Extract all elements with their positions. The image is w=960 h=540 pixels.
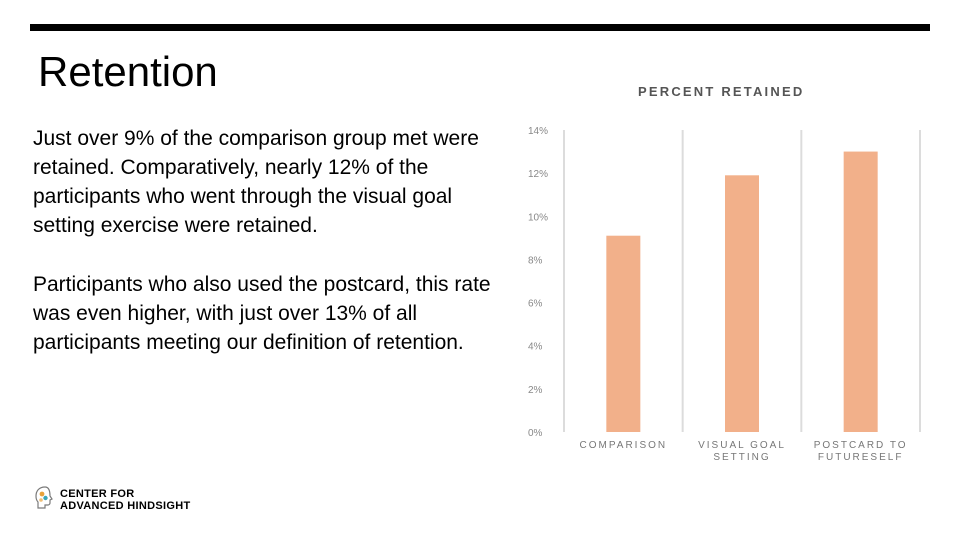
slide-title: Retention	[38, 48, 218, 95]
y-tick-label: 8%	[528, 255, 543, 266]
retention-chart: PERCENT RETAINED 0% 2% 4% 6% 8% 10% 12% 14% COMPA…	[516, 70, 936, 470]
bar	[725, 175, 759, 433]
y-tick-label: 4%	[528, 342, 543, 353]
bar	[843, 151, 878, 433]
y-tick-label: 6%	[528, 299, 543, 310]
paragraph-1: Just over 9% of the comparison group met…	[33, 127, 479, 237]
logo-line-1: CENTER FOR	[60, 488, 135, 500]
logo-line-2: ADVANCED HINDSIGHT	[60, 500, 191, 512]
y-tick-label: 0%	[528, 428, 543, 439]
x-category-label: FUTURESELF	[818, 452, 904, 463]
x-category-label: SETTING	[713, 452, 770, 463]
chart-svg: PERCENT RETAINED 0% 2% 4% 6% 8% 10% 12% 14% COMPA…	[528, 84, 921, 463]
body-text: Just over 9% of the comparison group met…	[33, 124, 503, 387]
x-category-label: POSTCARD TO	[814, 440, 908, 451]
logo: CENTER FOR ADVANCED HINDSIGHT	[34, 486, 214, 514]
chart-title: PERCENT RETAINED	[638, 84, 804, 99]
logo-text: CENTER FOR ADVANCED HINDSIGHT	[60, 488, 190, 512]
x-category-label: VISUAL GOAL	[698, 440, 786, 451]
top-rule	[30, 24, 930, 31]
y-tick-label: 14%	[528, 126, 548, 137]
bar	[606, 235, 641, 432]
y-tick-label: 12%	[528, 169, 548, 180]
head-profile-icon	[35, 486, 53, 509]
x-category-label: COMPARISON	[580, 440, 668, 451]
paragraph-2: Participants who also used the postcard,…	[33, 273, 491, 354]
y-tick-label: 10%	[528, 212, 548, 223]
y-tick-label: 2%	[528, 385, 543, 396]
